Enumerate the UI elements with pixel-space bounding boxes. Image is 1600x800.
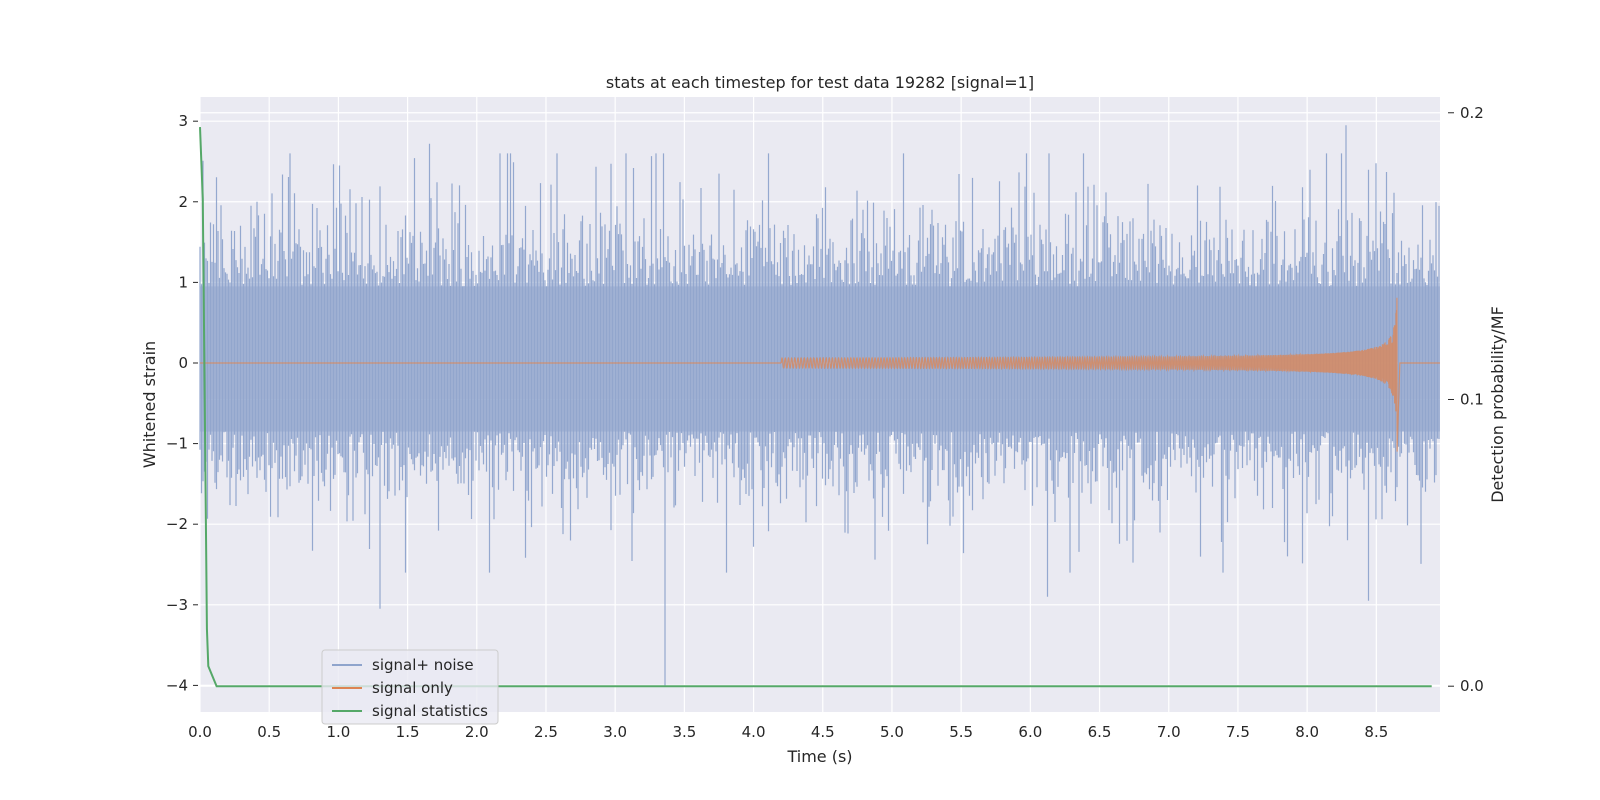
y-tick-label: −4	[166, 676, 188, 694]
legend: signal+ noise signal only signal statist…	[321, 649, 499, 725]
x-tick-label: 0.0	[188, 723, 212, 741]
x-tick-label: 6.0	[1018, 723, 1042, 741]
y2-tick-label: 0.0	[1460, 677, 1484, 695]
y-tick-label: 1	[178, 273, 188, 291]
y-tick-label: −3	[166, 596, 188, 614]
x-tick-label: 1.0	[326, 723, 350, 741]
legend-label-signal-only: signal only	[372, 679, 453, 697]
x-tick-label: 7.5	[1226, 723, 1250, 741]
x-tick-label: 6.5	[1088, 723, 1112, 741]
y-tick-label: −2	[166, 515, 188, 533]
x-tick-label: 2.0	[465, 723, 489, 741]
x-tick-label: 1.5	[396, 723, 420, 741]
x-tick-label: 2.5	[534, 723, 558, 741]
y2-axis-ticks: 0.0 0.1 0.2	[1448, 104, 1484, 695]
x-tick-label: 8.5	[1364, 723, 1388, 741]
legend-label-signal-noise: signal+ noise	[372, 656, 474, 674]
x-axis-label: Time (s)	[786, 747, 852, 766]
x-tick-label: 4.0	[742, 723, 766, 741]
legend-label-signal-statistics: signal statistics	[372, 702, 488, 720]
x-tick-label: 0.5	[257, 723, 281, 741]
chart-title: stats at each timestep for test data 192…	[606, 73, 1034, 92]
y-tick-label: 2	[178, 193, 188, 211]
x-tick-label: 3.5	[672, 723, 696, 741]
y-tick-label: 0	[178, 354, 188, 372]
series-signal-only	[200, 297, 1440, 452]
x-axis-ticks: 0.0 0.5 1.0 1.5 2.0 2.5 3.0 3.5 4.0 4.5 5.0 5.5 6.0 6…	[188, 723, 1388, 741]
x-tick-label: 5.0	[880, 723, 904, 741]
series-line-signal-only	[200, 297, 1440, 452]
legend-box	[321, 649, 499, 725]
y2-axis-label: Detection probability/MF	[1488, 306, 1507, 503]
x-tick-label: 5.5	[949, 723, 973, 741]
y-tick-label: 3	[178, 112, 188, 130]
y2-tick-label: 0.2	[1460, 104, 1484, 122]
y-axis-label: Whitened strain	[140, 341, 159, 468]
y-tick-label: −1	[166, 435, 188, 453]
y-axis-ticks: −4 −3 −2 −1 0 1 2 3	[166, 112, 198, 694]
x-tick-label: 3.0	[603, 723, 627, 741]
y2-tick-label: 0.1	[1460, 390, 1484, 408]
x-tick-label: 8.0	[1295, 723, 1319, 741]
x-tick-label: 7.0	[1157, 723, 1181, 741]
x-tick-label: 4.5	[811, 723, 835, 741]
